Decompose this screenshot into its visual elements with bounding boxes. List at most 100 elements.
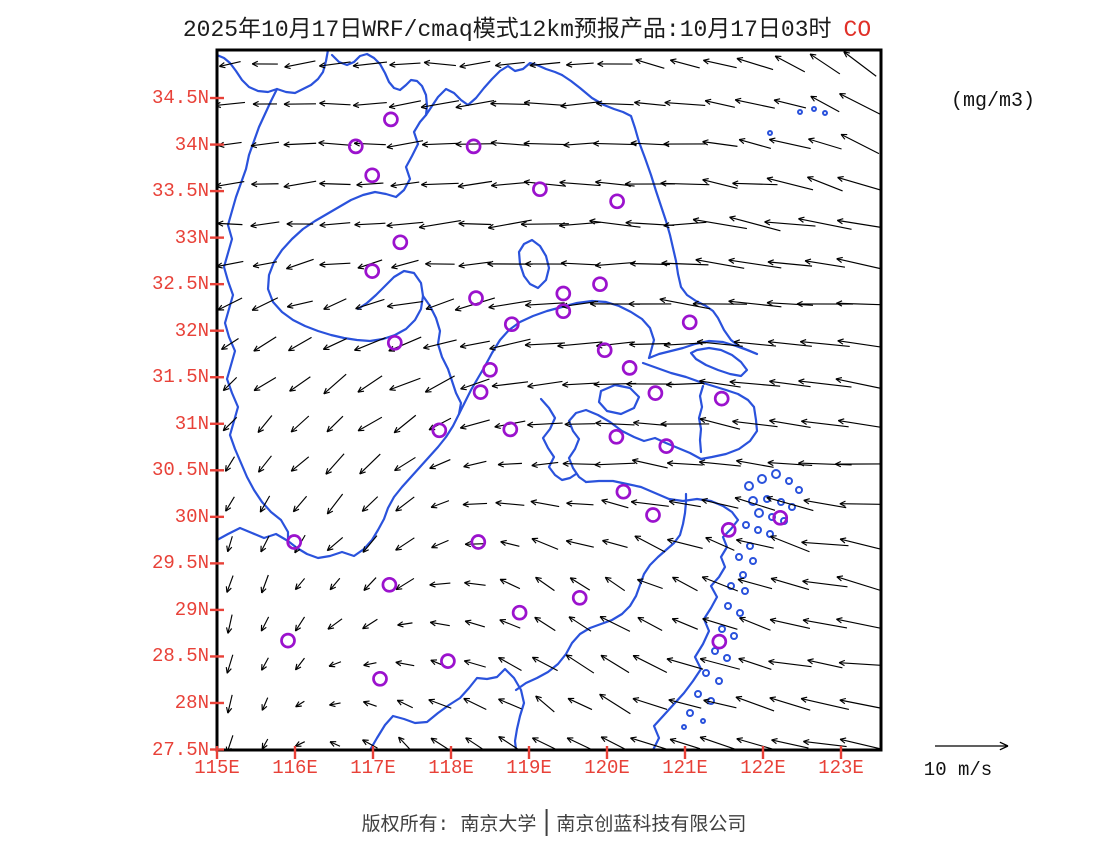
x-tick-label: 120E (584, 757, 630, 779)
x-tick-label: 117E (350, 757, 396, 779)
island-blob (736, 609, 744, 617)
station-marker (440, 653, 456, 669)
page-title: 2025年10月17日WRF/cmaq模式12km预报产品:10月17日03时 C… (183, 9, 871, 43)
station-marker (386, 334, 403, 351)
boundary-line (217, 50, 330, 95)
y-tick-label: 30N (174, 505, 209, 528)
station-marker (608, 428, 625, 445)
island-blob (767, 130, 773, 136)
station-marker (503, 316, 520, 333)
y-tick-label: 34N (174, 133, 209, 156)
y-tick-label: 28.5N (151, 645, 209, 668)
island-blob (715, 677, 723, 685)
island-blob (763, 495, 771, 503)
island-blob (730, 632, 738, 640)
island-blob (700, 718, 706, 724)
x-tick-label: 119E (506, 757, 552, 779)
station-marker (482, 361, 498, 378)
wind-vector-field (217, 51, 881, 750)
island-blob (822, 110, 828, 116)
footer-separator (545, 809, 548, 836)
station-marker (713, 390, 730, 407)
station-marker (658, 438, 675, 454)
island-blob (686, 709, 694, 717)
station-marker (286, 534, 303, 550)
station-marker (720, 522, 737, 538)
island-blob (724, 602, 732, 610)
island-blob (797, 109, 803, 115)
station-marker (592, 276, 608, 293)
island-blob (723, 654, 731, 662)
x-tick-label: 123E (818, 757, 864, 779)
station-marker (392, 234, 409, 251)
island-blob (748, 496, 758, 506)
station-marker (621, 360, 638, 376)
station-marker (364, 263, 381, 279)
island-blob (811, 106, 817, 112)
station-marker (532, 181, 548, 198)
station-marker (472, 384, 489, 400)
y-tick-label: 33N (174, 226, 209, 249)
station-marker (647, 385, 664, 401)
station-marker (372, 670, 388, 687)
footer-copyright: 版权所有: 南京大学 南京创蓝科技有限公司 (362, 809, 746, 836)
island-blob (702, 669, 710, 677)
island-blob (754, 526, 762, 534)
station-marker (571, 589, 588, 606)
station-marker (615, 483, 632, 500)
y-tick-label: 29.5N (151, 552, 209, 575)
station-marker (470, 534, 487, 550)
station-marker (364, 167, 381, 184)
island-blob (735, 553, 743, 561)
island-blob (744, 481, 754, 491)
boundary-line (217, 299, 656, 560)
boundary-line (514, 492, 688, 692)
island-blob (757, 474, 767, 484)
boundary-line (266, 113, 428, 343)
y-tick-label: 32.5N (151, 273, 209, 296)
island-blob (749, 557, 757, 565)
island-blob (694, 690, 702, 698)
x-tick-label: 121E (662, 757, 708, 779)
boundary-line (539, 397, 578, 482)
station-marker (381, 576, 398, 593)
station-marker (468, 290, 484, 306)
y-tick-label: 33.5N (151, 180, 209, 203)
boundary-line (597, 383, 641, 416)
station-marker (555, 285, 572, 302)
title-text: 2025年10月17日WRF/cmaq模式12km预报产品:10月17日03时 (182, 17, 832, 43)
units-label: (mg/m3) (950, 90, 1036, 113)
station-marker (347, 138, 364, 155)
island-blob (742, 521, 750, 529)
boundary-line (689, 346, 749, 378)
axis-ticks (210, 96, 843, 759)
station-marker (772, 509, 789, 526)
station-marker (711, 633, 728, 650)
boundary-line (641, 361, 759, 461)
boundary-line (560, 73, 759, 356)
y-tick-label: 31N (174, 412, 209, 435)
boundary-line (517, 238, 551, 290)
island-blob (718, 625, 726, 633)
boundary-line (368, 667, 526, 750)
boundary-line (424, 61, 564, 117)
boundary-line (567, 408, 703, 484)
island-blob (754, 508, 764, 518)
x-tick-label: 118E (428, 757, 474, 779)
station-marker (280, 632, 296, 649)
station-marker (511, 604, 528, 621)
island-blob (681, 724, 687, 730)
island-blob (766, 530, 774, 538)
island-blob (741, 587, 749, 595)
boundary-line (584, 479, 740, 750)
wind-reference-arrow (935, 741, 1009, 751)
y-tick-label: 30.5N (151, 459, 209, 482)
title-species-label: CO (843, 17, 872, 43)
island-blob (785, 477, 793, 485)
island-blob (739, 571, 747, 579)
boundary-line (330, 52, 429, 117)
island-blob (795, 486, 803, 494)
boundary-line (421, 294, 463, 416)
